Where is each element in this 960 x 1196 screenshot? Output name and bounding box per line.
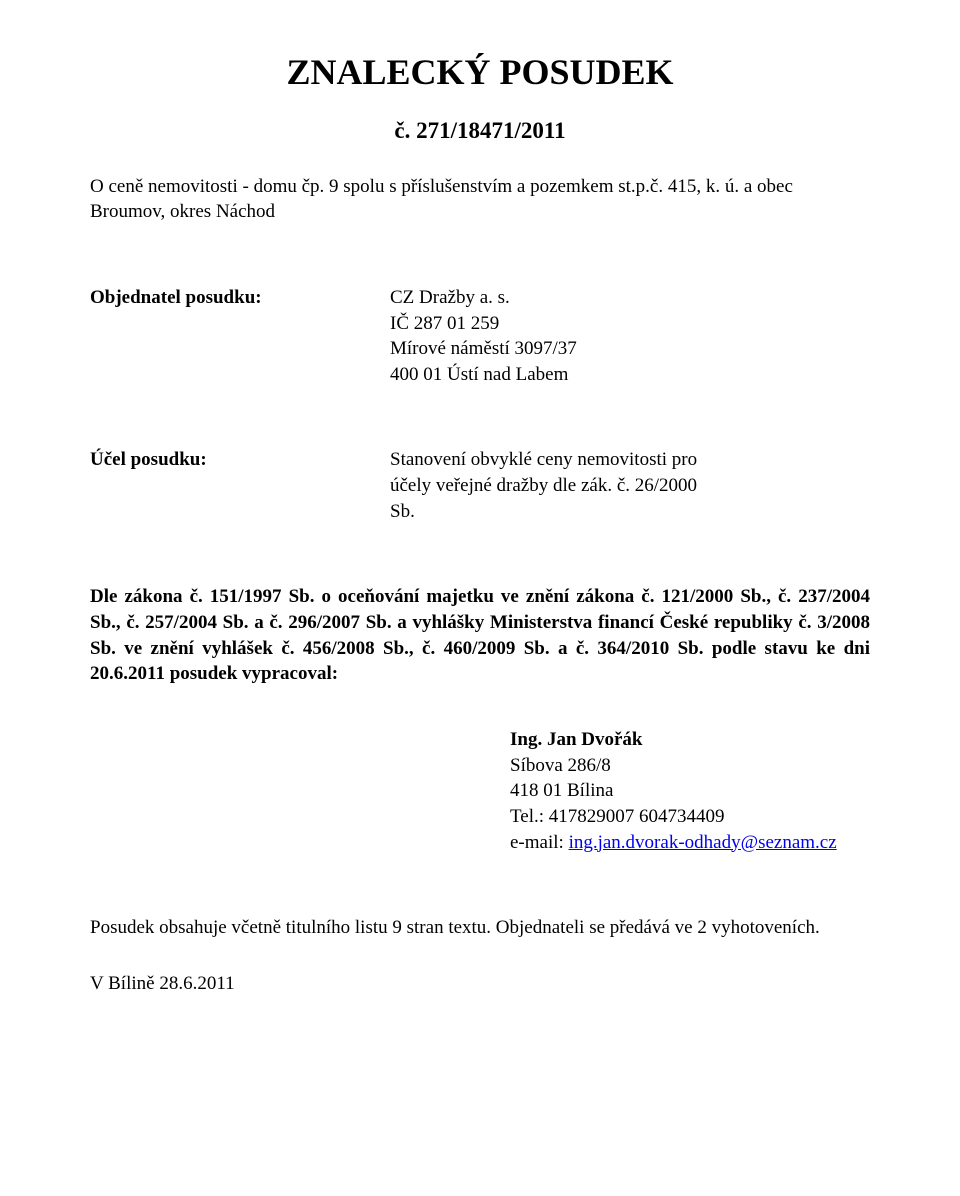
email-label: e-mail:: [510, 832, 569, 853]
orderer-block: Objednatel posudku: CZ Dražby a. s. IČ 2…: [90, 285, 870, 388]
document-description: O ceně nemovitosti - domu čp. 9 spolu s …: [90, 174, 870, 225]
purpose-line: účely veřejné dražby dle zák. č. 26/2000: [390, 473, 740, 499]
orderer-line: 400 01 Ústí nad Labem: [390, 362, 577, 388]
document-number: č. 271/18471/2011: [90, 115, 870, 146]
author-email-line: e-mail: ing.jan.dvorak-odhady@seznam.cz: [510, 830, 870, 856]
purpose-block: Účel posudku: Stanovení obvyklé ceny nem…: [90, 447, 870, 524]
orderer-line: Mírové náměstí 3097/37: [390, 336, 577, 362]
purpose-line: Stanovení obvyklé ceny nemovitosti pro: [390, 447, 740, 473]
author-address: Síbova 286/8: [510, 753, 870, 779]
footer-note: Posudek obsahuje včetně titulního listu …: [90, 915, 870, 941]
purpose-label: Účel posudku:: [90, 447, 390, 524]
orderer-label: Objednatel posudku:: [90, 285, 390, 388]
purpose-line: Sb.: [390, 499, 740, 525]
author-address: 418 01 Bílina: [510, 778, 870, 804]
author-name: Ing. Jan Dvořák: [510, 727, 870, 753]
law-text: Dle zákona č. 151/1997 Sb. o oceňování m…: [90, 586, 870, 684]
document-title: ZNALECKÝ POSUDEK: [90, 48, 870, 97]
author-email-link[interactable]: ing.jan.dvorak-odhady@seznam.cz: [569, 832, 837, 853]
author-block: Ing. Jan Dvořák Síbova 286/8 418 01 Bíli…: [510, 727, 870, 855]
orderer-value: CZ Dražby a. s. IČ 287 01 259 Mírové nám…: [390, 285, 577, 388]
orderer-line: CZ Dražby a. s.: [390, 285, 577, 311]
place-date: V Bílině 28.6.2011: [90, 971, 870, 997]
orderer-line: IČ 287 01 259: [390, 311, 577, 337]
purpose-value: Stanovení obvyklé ceny nemovitosti pro ú…: [390, 447, 740, 524]
law-paragraph: Dle zákona č. 151/1997 Sb. o oceňování m…: [90, 584, 870, 687]
author-tel: Tel.: 417829007 604734409: [510, 804, 870, 830]
